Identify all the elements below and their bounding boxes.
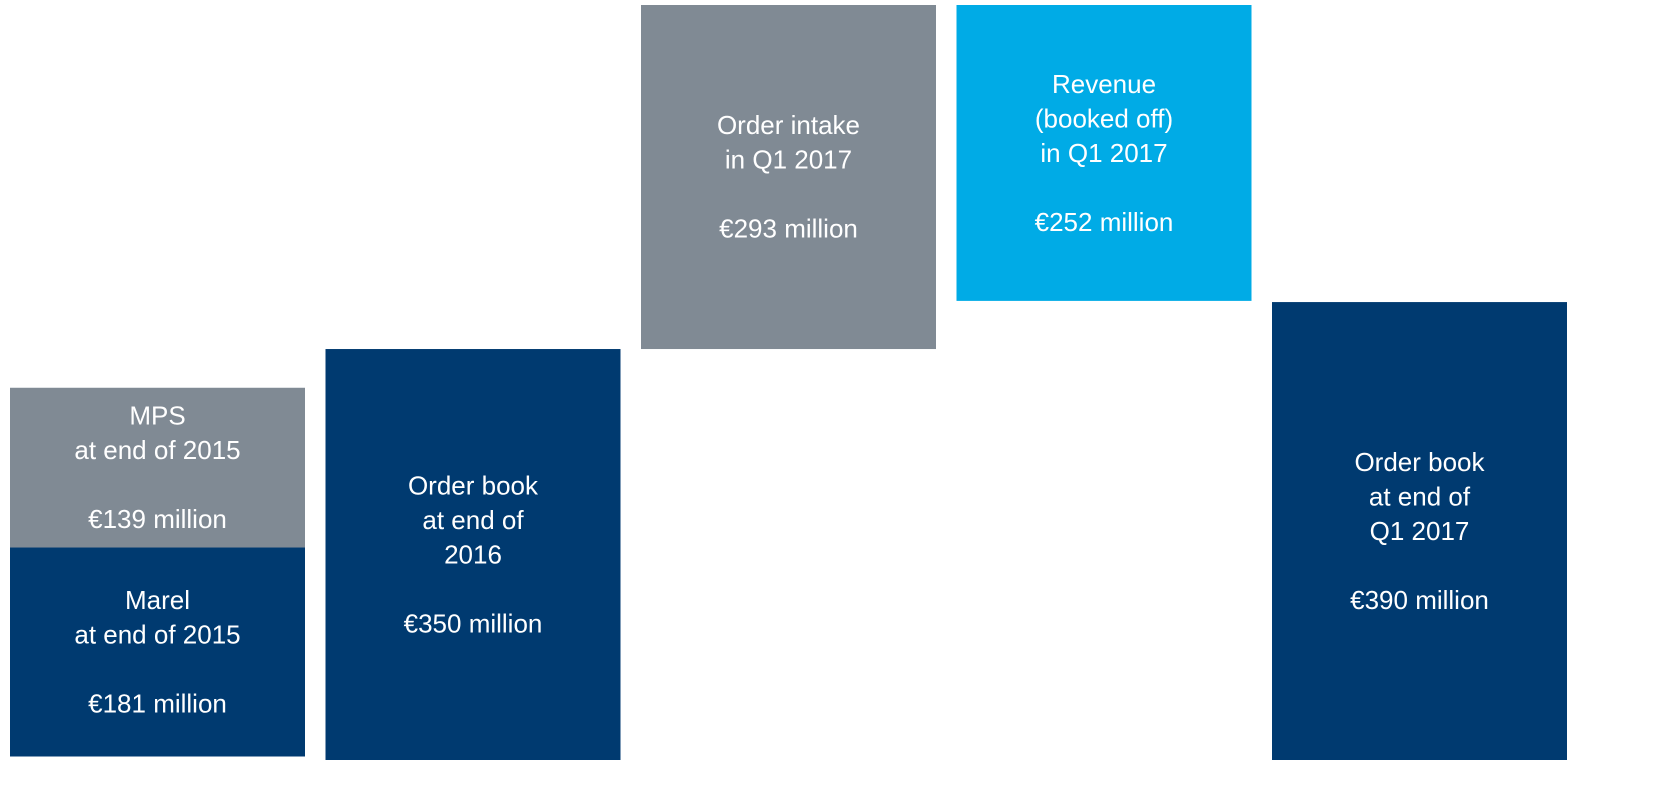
value-label: €181 million xyxy=(88,689,227,719)
value-label: €139 million xyxy=(88,504,227,534)
bar-label: at end of xyxy=(1369,481,1471,511)
bar-label: in Q1 2017 xyxy=(725,145,852,175)
bar xyxy=(641,5,936,350)
bar xyxy=(10,547,305,757)
bar xyxy=(10,387,305,548)
value-label: €350 million xyxy=(404,608,543,638)
bar-label: Revenue xyxy=(1052,69,1156,99)
bar-label: at end of 2015 xyxy=(74,435,240,465)
bar xyxy=(325,349,621,760)
bar-label: Marel xyxy=(125,585,190,615)
value-label: €293 million xyxy=(719,214,858,244)
bar-label: MPS xyxy=(129,401,185,431)
bar-label: at end of xyxy=(422,505,524,535)
bar-label: 2016 xyxy=(444,539,502,569)
value-label: €390 million xyxy=(1350,585,1489,615)
value-label: €252 million xyxy=(1035,207,1174,237)
bar-label: Q1 2017 xyxy=(1370,516,1470,546)
bar xyxy=(956,5,1252,301)
bar xyxy=(1272,302,1567,760)
bar-label: Order book xyxy=(408,470,539,500)
bar-label: Order book xyxy=(1354,447,1485,477)
bar-label: Order intake xyxy=(717,110,860,140)
bar-label: (booked off) xyxy=(1035,103,1173,133)
bar-label: at end of 2015 xyxy=(74,620,240,650)
bar-label: in Q1 2017 xyxy=(1040,138,1167,168)
